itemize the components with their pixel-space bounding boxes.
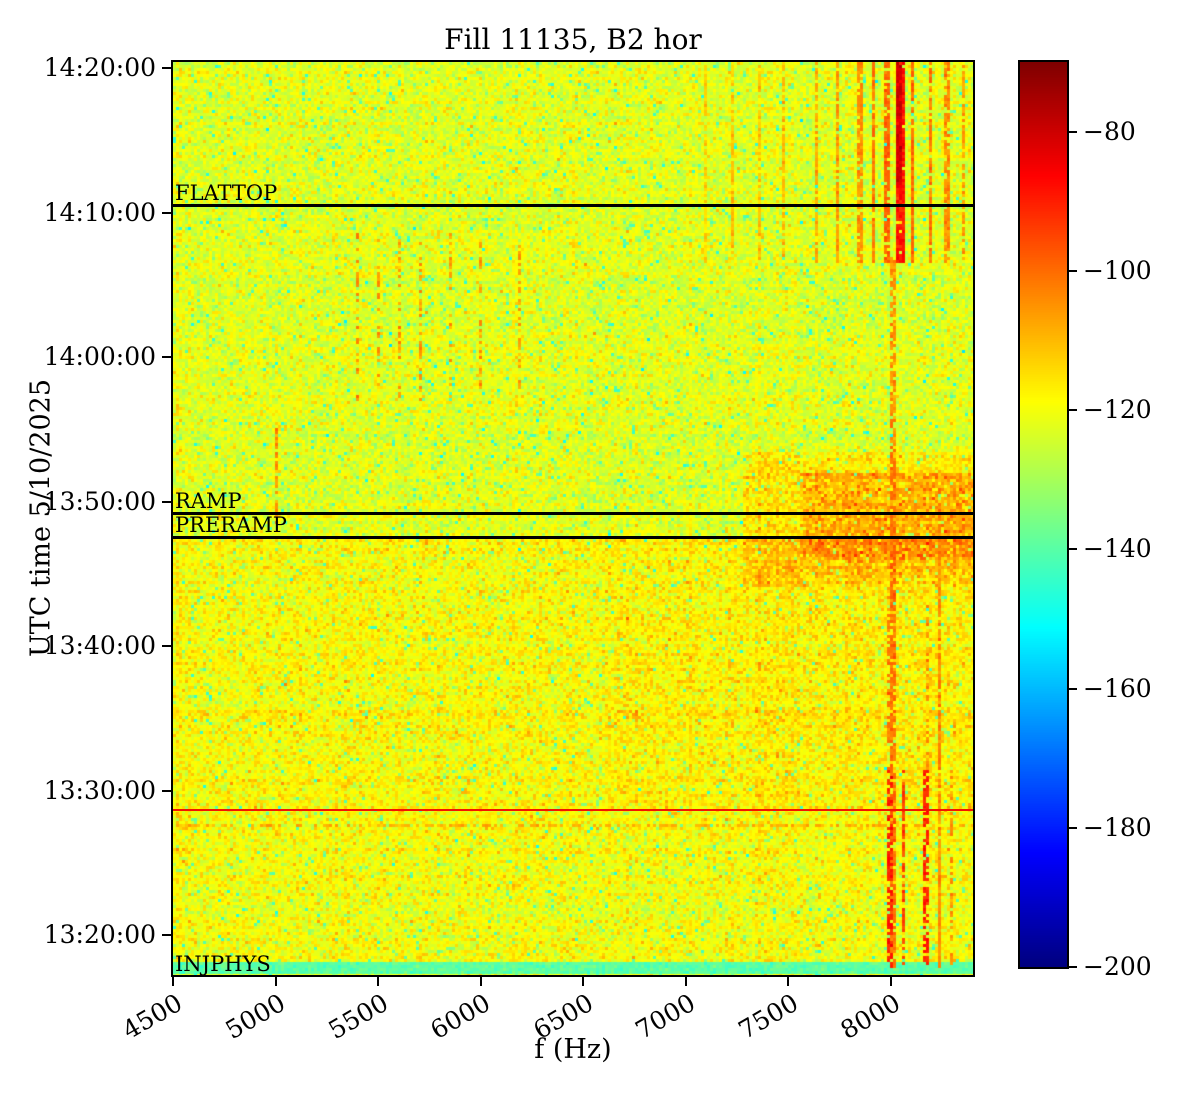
spectrogram-heatmap [173,62,973,975]
x-axis-tick [479,977,482,986]
x-axis-label: f (Hz) [534,1034,612,1065]
x-axis-tick [889,977,892,986]
x-axis-tick [787,977,790,986]
x-axis-tick [377,977,380,986]
y-axis-tick [162,934,171,937]
y-axis-tick-label: 14:10:00 [43,197,156,227]
beam-mode-label-flattop: FLATTOP [175,180,278,205]
colorbar-tick-label: −160 [1083,673,1152,703]
x-axis-tick [172,977,174,986]
y-axis-tick [162,356,171,359]
colorbar-tick-label: −100 [1083,255,1152,285]
x-axis-tick [582,977,585,986]
y-axis-tick [162,211,171,214]
colorbar-tick [1069,548,1077,551]
plot-border [171,60,975,977]
y-axis-tick-label: 14:20:00 [43,53,156,83]
beam-mode-line-preramp [173,535,973,539]
colorbar-tick-label: −200 [1083,952,1152,981]
colorbar-tick-label: −120 [1083,395,1152,425]
beam-mode-line-ramp [173,512,973,516]
y-axis-tick [162,67,171,70]
colorbar-tick-label: −180 [1083,812,1152,842]
colorbar-gradient [1020,62,1067,967]
y-axis-tick [162,789,171,792]
y-axis-label: UTC time 5/10/2025 [25,378,57,658]
y-axis-tick-label: 13:20:00 [43,920,156,950]
colorbar-border [1018,60,1069,969]
x-axis-tick [274,977,277,986]
beam-mode-label-preramp: PRERAMP [175,512,287,537]
colorbar-tick [1069,269,1077,272]
beam-mode-line-flattop [173,203,973,207]
x-axis-tick [684,977,687,986]
colorbar-tick [1069,826,1077,829]
colorbar-tick [1069,966,1077,968]
y-axis-tick-label: 13:30:00 [43,775,156,805]
chart-title: Fill 11135, B2 hor [444,23,702,56]
colorbar-tick-label: −80 [1083,116,1136,146]
colorbar-tick [1069,687,1077,690]
colorbar-tick [1069,130,1077,133]
beam-mode-label-ramp: RAMP [175,489,242,514]
y-axis-tick [162,645,171,648]
y-axis-tick [162,500,171,503]
red-marker-line [173,808,973,811]
colorbar-tick-label: −140 [1083,534,1152,564]
y-axis-tick-label: 13:50:00 [43,486,156,516]
colorbar-tick [1069,409,1077,412]
beam-mode-label-injphys: INJPHYS [175,952,271,976]
y-axis-tick-label: 13:40:00 [43,631,156,661]
y-axis-tick-label: 14:00:00 [43,342,156,372]
